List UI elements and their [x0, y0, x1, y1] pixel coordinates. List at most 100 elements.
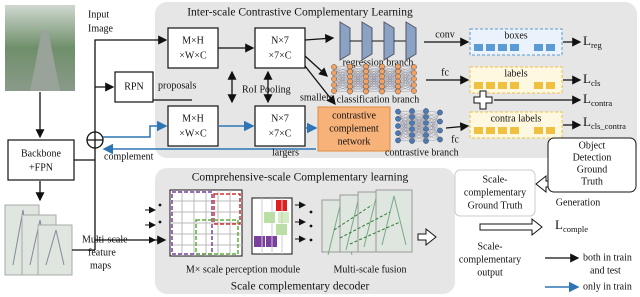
complement-label: complement	[104, 151, 154, 162]
legend-label: and test	[590, 265, 621, 276]
rpn-box	[114, 71, 154, 103]
layer-label: fc	[441, 67, 449, 78]
net-edge	[333, 81, 351, 92]
roi-box	[167, 27, 219, 69]
net-edge	[397, 118, 413, 130]
scale-window	[213, 193, 241, 225]
net-node	[331, 76, 337, 82]
pooled-label: N×7	[271, 113, 289, 124]
net-edge	[333, 66, 351, 92]
net-node	[395, 68, 401, 75]
net-edge	[381, 66, 399, 82]
net-node	[409, 132, 415, 138]
output-chip	[534, 44, 543, 51]
regression-branch	[339, 21, 417, 61]
net-node	[363, 68, 369, 75]
loss-label: Lreg	[583, 33, 603, 50]
net-edge	[349, 71, 367, 92]
fused-cell	[278, 212, 289, 223]
net-edge	[381, 76, 399, 92]
net-node	[395, 108, 401, 115]
net-edge	[397, 110, 413, 127]
net-node	[331, 64, 337, 70]
arrow	[304, 65, 336, 106]
net-edge	[333, 84, 351, 92]
tspan: L	[583, 33, 591, 48]
net-edge	[425, 112, 441, 136]
conv-block	[361, 21, 373, 61]
tspan: reg	[591, 40, 603, 50]
tspan: cls_contra	[591, 121, 626, 131]
dot	[158, 220, 162, 224]
net-node	[331, 82, 337, 88]
decoder-label: Scale complementary decoder	[231, 281, 370, 293]
output-chip	[546, 127, 555, 134]
net-edge	[425, 130, 441, 142]
net-edge	[349, 66, 367, 87]
output-chip	[486, 82, 495, 89]
loss-label: Lcontra	[583, 91, 612, 108]
net-node	[395, 123, 401, 129]
net-edge	[425, 121, 441, 136]
net-edge	[365, 81, 383, 92]
net-edge	[381, 81, 399, 92]
pooled-label: ×7×C	[269, 50, 292, 61]
largers-label: largers	[272, 147, 299, 158]
fusion-image	[375, 189, 413, 253]
net-edge	[333, 72, 351, 87]
input-label: Input	[88, 9, 109, 20]
pooled-box	[254, 105, 306, 147]
net-edge	[425, 110, 441, 122]
net-edge	[397, 72, 415, 87]
net-edge	[333, 78, 351, 87]
proposals-label: proposals	[158, 80, 196, 91]
net-node	[395, 73, 401, 80]
scale-window	[195, 219, 239, 255]
net-edge	[397, 118, 413, 136]
output-chip	[474, 82, 483, 89]
tspan: L	[583, 91, 591, 106]
net-node	[379, 73, 385, 80]
net-node	[423, 120, 429, 126]
net-edge	[381, 71, 399, 92]
layer-label: fc	[451, 134, 459, 145]
net-edge	[397, 128, 413, 141]
pooled-box	[254, 27, 306, 69]
net-edge	[397, 66, 415, 77]
net-node	[409, 126, 415, 132]
output-chips	[474, 44, 555, 134]
scale-window	[171, 191, 213, 255]
net-edge	[397, 66, 415, 86]
net-node	[395, 78, 401, 85]
net-edge	[397, 122, 413, 134]
output-chip	[474, 127, 483, 134]
output-chip	[498, 82, 507, 89]
net-node	[411, 88, 417, 94]
net-node	[363, 73, 369, 80]
net-node	[363, 78, 369, 85]
net-edge	[397, 116, 413, 141]
net-edge	[349, 76, 367, 92]
net-node	[423, 108, 429, 114]
net-edge	[333, 66, 351, 86]
net-edge	[381, 66, 399, 87]
net-edge	[349, 66, 367, 82]
roi-label: ×W×C	[179, 128, 207, 139]
output-chip	[546, 82, 555, 89]
road	[30, 30, 60, 91]
net-edge	[397, 78, 415, 87]
net-edge	[397, 118, 413, 142]
output-chip	[546, 44, 555, 51]
tspan: contra	[591, 98, 612, 108]
net-edge	[365, 66, 383, 77]
net-node	[437, 118, 443, 125]
scale-output-label: Scale-	[478, 241, 503, 252]
net-edge	[425, 112, 441, 124]
panel-title: Comprehensive-scale Complementary learni…	[192, 172, 409, 184]
plus-icon	[473, 90, 493, 110]
ground-truth-label: Ground	[577, 164, 608, 175]
net-node	[395, 130, 401, 136]
net-edge	[365, 76, 383, 92]
net-edge	[411, 110, 427, 136]
net-edge	[333, 72, 351, 82]
